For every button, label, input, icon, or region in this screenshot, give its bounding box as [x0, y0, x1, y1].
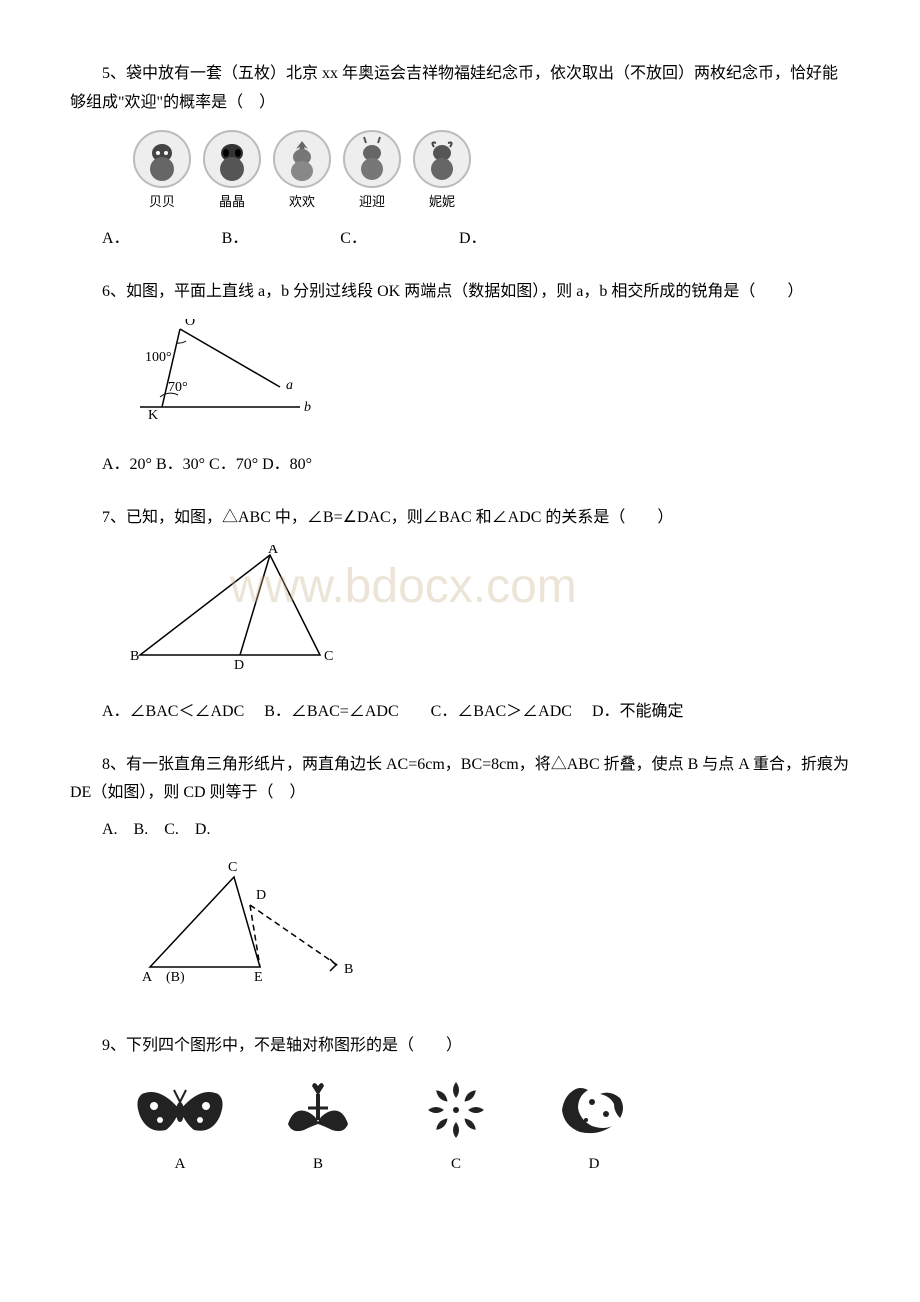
fuwa-jingjing: 晶晶 [200, 130, 264, 213]
svg-text:K: K [148, 408, 158, 423]
svg-text:b: b [304, 400, 311, 415]
svg-text:70°: 70° [168, 380, 188, 395]
svg-text:B: B [344, 962, 353, 977]
q8-text: 8、有一张直角三角形纸片，两直角边长 AC=6cm，BC=8cm，将△ABC 折… [70, 751, 850, 809]
svg-text:(B): (B) [166, 970, 185, 985]
q9-figA: A [130, 1075, 230, 1178]
q5-optB: B． [190, 225, 249, 254]
fuwa-yingying: 迎迎 [340, 130, 404, 213]
fuwa-huanhuan: 欢欢 [270, 130, 334, 213]
q7-text: 7、已知，如图，△ABC 中，∠B=∠DAC，则∠BAC 和∠ADC 的关系是（… [70, 504, 850, 533]
svg-text:100°: 100° [145, 350, 172, 365]
svg-text:C: C [324, 649, 333, 664]
q9-figB: B [268, 1075, 368, 1178]
question-6: 6、如图，平面上直线 a，b 分别过线段 OK 两端点（数据如图），则 a，b … [70, 278, 850, 480]
svg-text:D: D [256, 888, 266, 903]
svg-text:A: A [268, 545, 279, 557]
q8-diagram: A (B) C D E B [130, 857, 850, 1008]
q6-diagram: O K a b 100° 70° [130, 319, 850, 440]
question-7: 7、已知，如图，△ABC 中，∠B=∠DAC，则∠BAC 和∠ADC 的关系是（… [70, 504, 850, 726]
svg-text:B: B [130, 649, 139, 664]
q9-text: 9、下列四个图形中，不是轴对称图形的是（ ） [70, 1032, 850, 1061]
q9-figC: C [406, 1075, 506, 1178]
q9-figures: A B [130, 1075, 850, 1178]
q5-optA: A． [70, 225, 130, 254]
svg-text:A: A [142, 970, 153, 985]
q7-diagram: A B C D [130, 545, 850, 686]
svg-text:D: D [234, 658, 244, 673]
question-8: 8、有一张直角三角形纸片，两直角边长 AC=6cm，BC=8cm，将△ABC 折… [70, 751, 850, 1008]
svg-text:a: a [286, 378, 293, 393]
q6-text: 6、如图，平面上直线 a，b 分别过线段 OK 两端点（数据如图），则 a，b … [70, 278, 850, 307]
fuwa-row: 贝贝 晶晶 欢欢 迎迎 妮妮 [130, 130, 850, 213]
q8-options: A. B. C. D. [70, 816, 850, 845]
question-9: 9、下列四个图形中，不是轴对称图形的是（ ） A [70, 1032, 850, 1178]
fuwa-nini: 妮妮 [410, 130, 474, 213]
q5-optD: D． [427, 225, 487, 254]
svg-text:O: O [185, 319, 195, 329]
q7-options: A．∠BAC＜∠ADC B．∠BAC=∠ADC C．∠BAC＞∠ADC D．不能… [70, 698, 850, 727]
q5-text: 5、袋中放有一套（五枚）北京 xx 年奥运会吉祥物福娃纪念币，依次取出（不放回）… [70, 60, 850, 118]
q5-options: A． B． C． D． [70, 225, 850, 254]
question-5: 5、袋中放有一套（五枚）北京 xx 年奥运会吉祥物福娃纪念币，依次取出（不放回）… [70, 60, 850, 254]
svg-text:E: E [254, 970, 263, 985]
q5-optC: C． [308, 225, 367, 254]
q9-figD: D [544, 1075, 644, 1178]
svg-text:C: C [228, 860, 237, 875]
q6-options: A．20° B．30° C．70° D．80° [70, 451, 850, 480]
fuwa-beibei: 贝贝 [130, 130, 194, 213]
